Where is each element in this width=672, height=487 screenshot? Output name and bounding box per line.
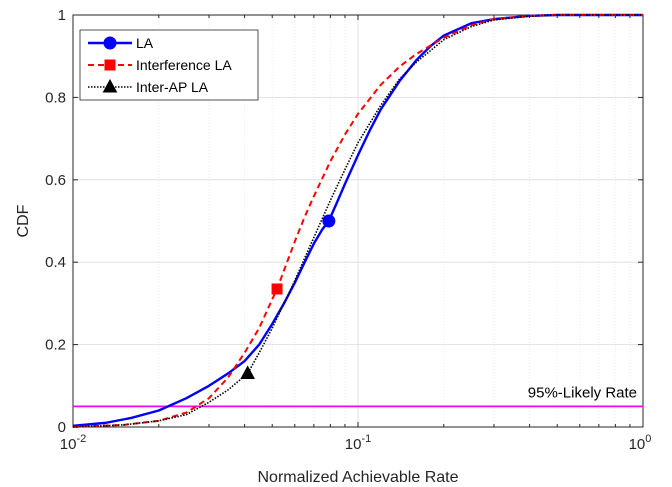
y-tick-label: 0.8 bbox=[45, 89, 66, 106]
legend-entry-inter-ap-la: Inter-AP LA bbox=[88, 78, 209, 95]
y-tick-label: 0 bbox=[58, 419, 66, 436]
legend-marker bbox=[102, 78, 118, 93]
series-marker bbox=[271, 283, 283, 295]
series-group bbox=[72, 13, 643, 428]
y-tick-label: 0.4 bbox=[45, 254, 66, 271]
series-line bbox=[72, 14, 643, 428]
legend-entry-interference-la: Interference LA bbox=[88, 57, 232, 73]
series-line bbox=[72, 14, 643, 428]
legend-label: LA bbox=[136, 35, 154, 51]
legend-label: Interference LA bbox=[136, 57, 232, 73]
series-inter-ap-la bbox=[72, 14, 643, 428]
legend-marker bbox=[103, 36, 117, 50]
axis-ticks: 0 0.2 0.4 0.6 0.8 1 10-2 10-1 100 bbox=[45, 7, 651, 453]
grid-lines bbox=[73, 15, 643, 427]
series-marker bbox=[240, 365, 255, 379]
reference-line-label: 95%-Likely Rate bbox=[528, 384, 637, 401]
y-tick-label: 1 bbox=[58, 7, 66, 24]
legend: LA Interference LA Inter-AP LA bbox=[79, 29, 259, 101]
x-tick-label: 10-2 bbox=[60, 433, 86, 453]
series-marker bbox=[322, 214, 336, 228]
y-tick-label: 0.2 bbox=[45, 337, 66, 354]
x-axis-label: Normalized Achievable Rate bbox=[258, 469, 459, 486]
legend-entry-la: LA bbox=[88, 35, 154, 51]
legend-label: Inter-AP LA bbox=[136, 79, 209, 95]
legend-marker bbox=[104, 59, 116, 71]
x-tick-label: 10-1 bbox=[345, 433, 371, 453]
series-interference-la bbox=[72, 14, 643, 428]
y-axis-label: CDF bbox=[15, 204, 32, 237]
y-tick-label: 0.6 bbox=[45, 172, 66, 189]
series-la bbox=[72, 13, 643, 427]
x-tick-label: 100 bbox=[629, 433, 652, 453]
